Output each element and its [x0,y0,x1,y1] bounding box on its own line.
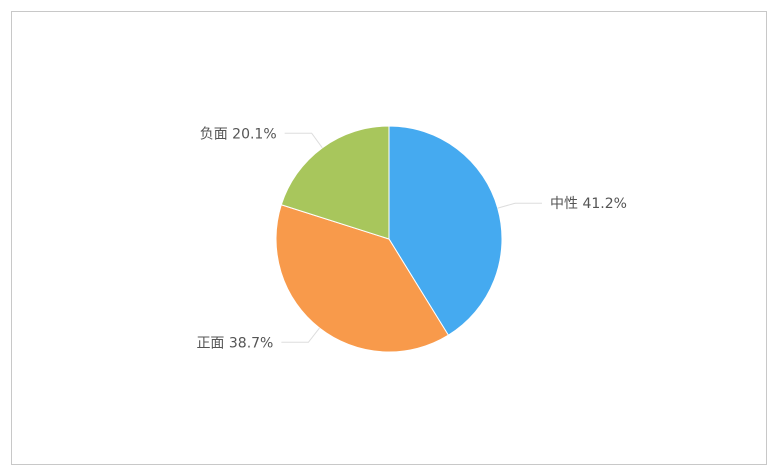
slice-label-neutral: 中性 41.2% [550,196,627,212]
leader-line-neutral [497,202,543,209]
pie-slice-neutral[interactable] [388,125,503,336]
leader-line-positive [281,327,320,343]
leader-line-negative [284,132,323,149]
pie-slice-negative[interactable] [280,125,390,240]
slice-label-positive: 正面 38.7% [196,335,273,351]
chart-frame [11,11,767,465]
slice-label-negative: 负面 20.1% [200,126,277,142]
